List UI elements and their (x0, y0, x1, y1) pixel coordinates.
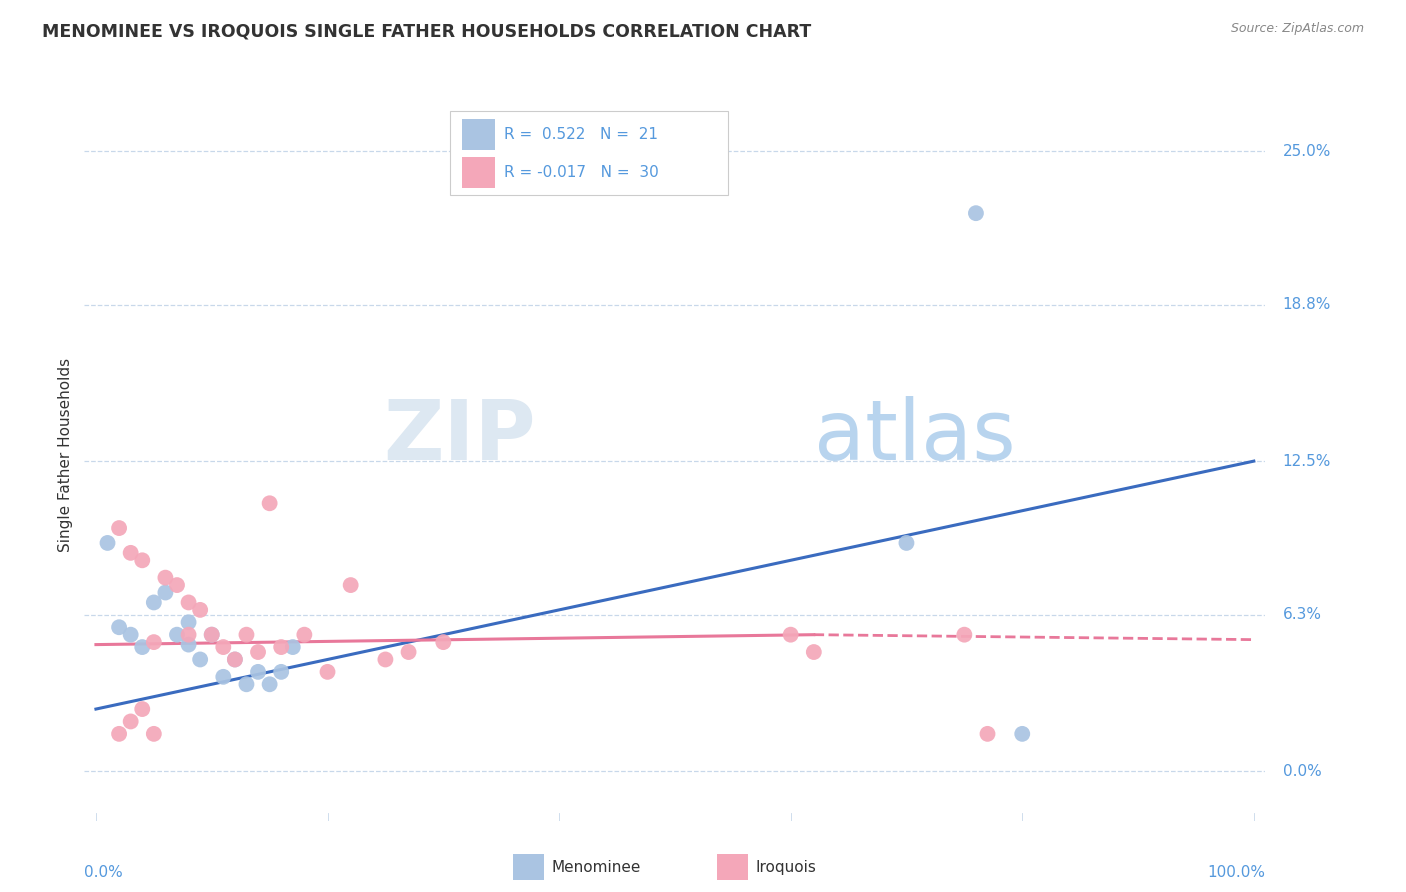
Point (235, 628, 257, 642)
FancyBboxPatch shape (450, 112, 728, 195)
Point (803, 645, 825, 659)
Text: 100.0%: 100.0% (1208, 865, 1265, 880)
Point (224, 652, 246, 666)
FancyBboxPatch shape (463, 157, 495, 188)
Point (108, 620, 131, 634)
Text: MENOMINEE VS IROQUOIS SINGLE FATHER HOUSEHOLDS CORRELATION CHART: MENOMINEE VS IROQUOIS SINGLE FATHER HOUS… (42, 22, 811, 40)
Point (212, 640, 235, 654)
Point (976, 727, 998, 741)
Point (281, 640, 304, 654)
Point (292, 628, 315, 642)
Point (965, 206, 987, 220)
Point (177, 615, 200, 630)
Point (131, 702, 153, 716)
Point (155, 585, 177, 599)
Point (270, 640, 292, 654)
Point (188, 603, 211, 617)
Point (270, 665, 292, 679)
Point (120, 628, 142, 642)
Text: 12.5%: 12.5% (1282, 454, 1331, 468)
Point (1011, 727, 1033, 741)
Point (316, 665, 339, 679)
Point (108, 521, 131, 535)
Text: R =  0.522   N =  21: R = 0.522 N = 21 (503, 127, 658, 142)
Point (259, 496, 281, 510)
Point (432, 635, 454, 649)
Point (120, 546, 142, 560)
Point (108, 727, 131, 741)
Point (247, 665, 270, 679)
Point (235, 677, 257, 691)
Point (212, 670, 235, 684)
Y-axis label: Single Father Households: Single Father Households (58, 358, 73, 552)
Text: 0.0%: 0.0% (1282, 764, 1322, 779)
Text: Iroquois: Iroquois (755, 860, 815, 874)
Text: atlas: atlas (814, 396, 1015, 477)
Point (155, 571, 177, 585)
Point (177, 638, 200, 652)
Point (177, 595, 200, 609)
Text: R = -0.017   N =  30: R = -0.017 N = 30 (503, 165, 658, 180)
Point (374, 652, 396, 666)
Point (201, 628, 224, 642)
Point (247, 645, 270, 659)
Text: 0.0%: 0.0% (84, 865, 124, 880)
Text: Source: ZipAtlas.com: Source: ZipAtlas.com (1230, 22, 1364, 36)
Text: 25.0%: 25.0% (1282, 144, 1331, 159)
Point (224, 652, 246, 666)
Text: 18.8%: 18.8% (1282, 297, 1331, 312)
Point (131, 640, 153, 654)
Text: ZIP: ZIP (384, 396, 536, 477)
Point (339, 578, 361, 592)
Point (166, 578, 188, 592)
Point (177, 628, 200, 642)
Point (120, 714, 142, 729)
Point (953, 628, 976, 642)
Point (142, 635, 165, 649)
FancyBboxPatch shape (463, 120, 495, 150)
Point (96, 536, 118, 550)
Text: Menominee: Menominee (551, 860, 641, 874)
Point (259, 677, 281, 691)
Text: 6.3%: 6.3% (1282, 607, 1322, 623)
Point (131, 553, 153, 567)
Point (896, 536, 918, 550)
Point (201, 628, 224, 642)
Point (142, 595, 165, 609)
Point (142, 727, 165, 741)
Point (166, 628, 188, 642)
Point (398, 645, 420, 659)
Point (188, 652, 211, 666)
Point (779, 628, 801, 642)
